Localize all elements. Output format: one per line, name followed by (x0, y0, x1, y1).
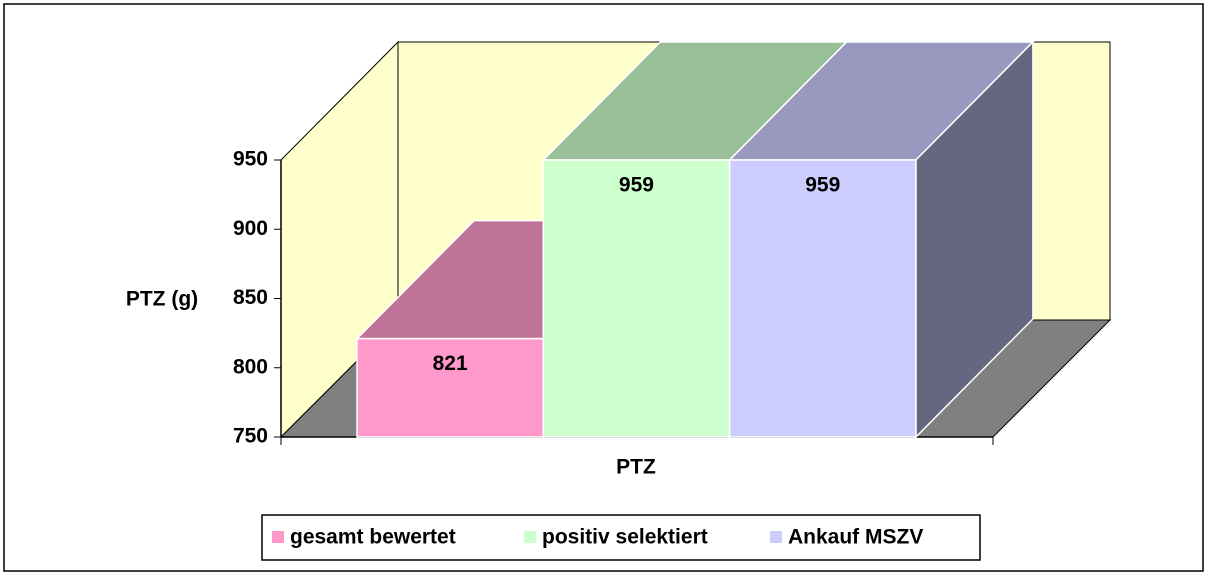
legend-swatch (524, 531, 536, 543)
data-label: 959 (619, 174, 654, 197)
data-label: 821 (433, 352, 468, 375)
y-tick-label: 850 (233, 286, 268, 309)
y-tick-label: 900 (233, 217, 268, 240)
legend-box (261, 514, 981, 561)
y-axis-title: PTZ (g) (126, 288, 198, 311)
bar (542, 159, 731, 438)
bar (728, 159, 917, 438)
legend-swatch (272, 531, 284, 543)
legend-label: Ankauf MSZV (788, 526, 923, 549)
y-tick-label: 950 (233, 148, 268, 171)
y-tick-label: 800 (233, 355, 268, 378)
legend-label: positiv selektiert (542, 526, 708, 549)
legend-swatch (770, 531, 782, 543)
bar (356, 337, 545, 438)
y-tick-label: 750 (233, 425, 268, 448)
legend-label: gesamt bewertet (290, 526, 456, 549)
data-label: 959 (805, 174, 840, 197)
x-axis-title: PTZ (616, 456, 656, 479)
